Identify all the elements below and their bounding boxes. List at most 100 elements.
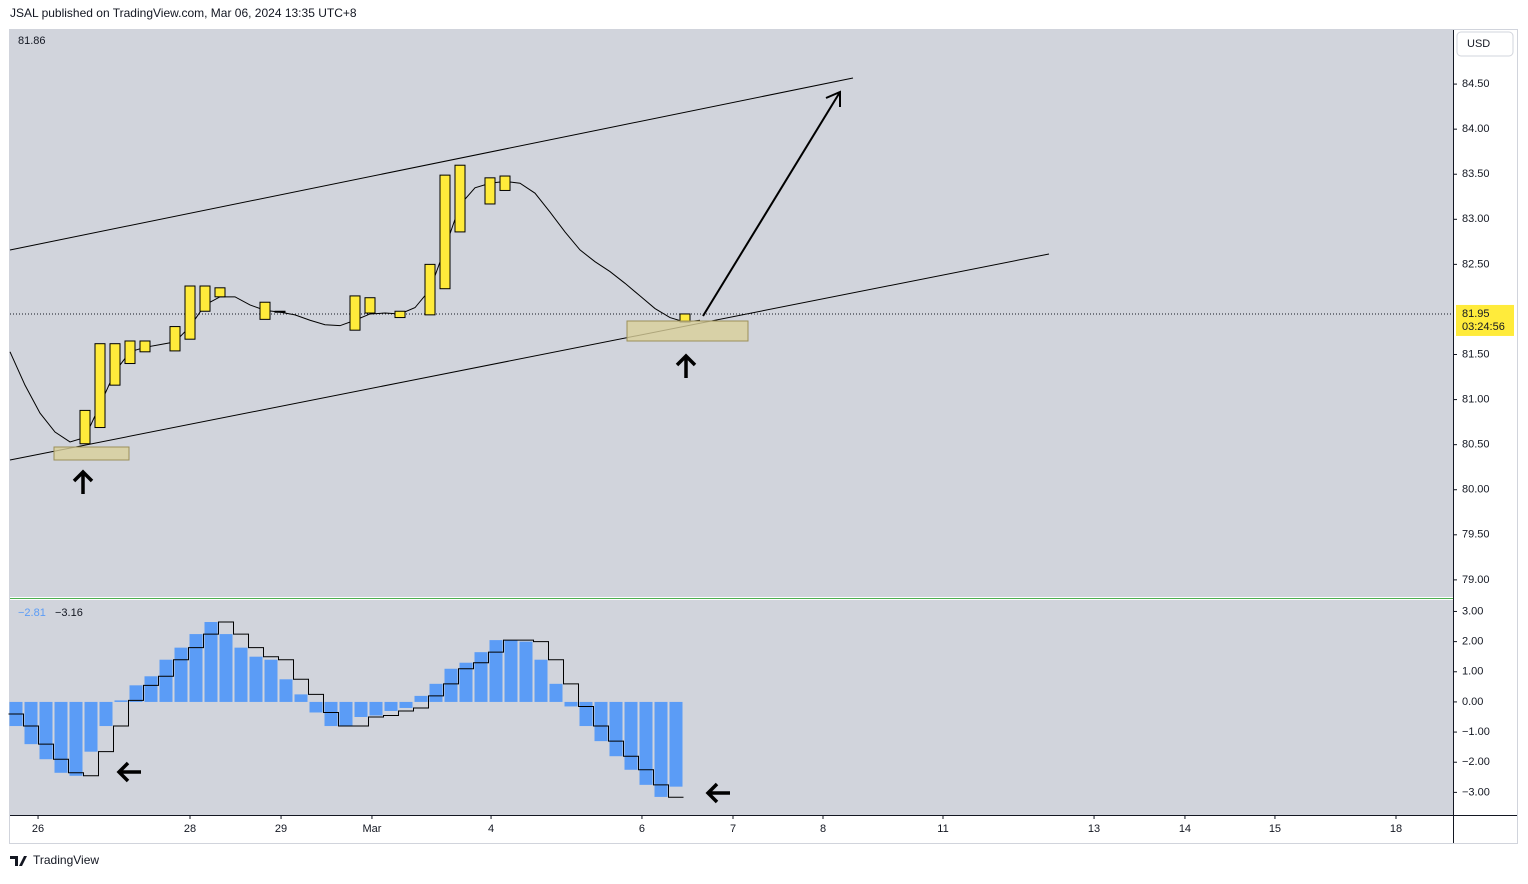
histogram-bar: [579, 701, 593, 727]
x-tick-label: 13: [1088, 823, 1100, 835]
histogram-bar: [294, 694, 308, 702]
histogram-bar: [594, 701, 608, 742]
histogram-bar: [564, 701, 578, 707]
histogram-bar: [549, 683, 563, 702]
x-tick-label: 7: [730, 823, 736, 835]
candle-body: [499, 175, 511, 191]
histogram-bar: [384, 701, 398, 711]
y-tick-label: 80.00: [1462, 484, 1490, 496]
histogram-bar: [39, 701, 53, 760]
candle-body: [454, 164, 466, 233]
x-tick-label: 15: [1269, 823, 1281, 835]
histogram-bar: [639, 701, 653, 785]
projection-arrow: [702, 91, 841, 317]
x-tick-label: 18: [1390, 823, 1402, 835]
series-layer: [8, 164, 1453, 798]
candle-body: [394, 310, 406, 319]
candle-body: [109, 343, 121, 386]
x-tick-label: 29: [275, 823, 287, 835]
histogram-bar: [279, 679, 293, 702]
candle-body: [94, 343, 106, 429]
candle-body: [139, 340, 151, 353]
histogram-bar: [669, 701, 683, 787]
y-tick-label: 0.00: [1462, 696, 1483, 708]
signal-value: −3.16: [55, 607, 83, 619]
currency-box[interactable]: [1456, 31, 1514, 57]
y-tick-label: 83.50: [1462, 168, 1490, 180]
candle-body: [199, 285, 211, 312]
x-tick-label: 8: [820, 823, 826, 835]
x-tick-label: 11: [937, 823, 948, 835]
candle-body: [439, 174, 451, 290]
y-tick-label: 79.00: [1462, 574, 1490, 586]
y-tick-label: 3.00: [1462, 605, 1483, 617]
histogram-bar: [129, 685, 143, 702]
histogram-bar: [624, 701, 638, 770]
hist-value: −2.81: [18, 607, 46, 619]
y-tick-label: 81.50: [1462, 348, 1490, 360]
y-tick-label: −2.00: [1462, 756, 1490, 768]
y-tick-label: 82.50: [1462, 258, 1490, 270]
x-tick-label: Mar: [362, 823, 381, 835]
histogram-bar: [249, 656, 263, 702]
candle-body: [214, 287, 226, 298]
candle-body: [274, 310, 286, 313]
histogram-bar: [159, 659, 173, 702]
x-tick-label: 4: [488, 823, 494, 835]
header: JSAL published on TradingView.com, Mar 0…: [10, 6, 357, 20]
x-tick-label: 6: [639, 823, 645, 835]
histogram-bar: [459, 662, 473, 702]
y-tick-label: 2.00: [1462, 636, 1483, 648]
y-tick-label: 84.00: [1462, 123, 1490, 135]
histogram-bar: [519, 641, 533, 702]
histogram-bar: [474, 652, 488, 702]
x-tick-label: 28: [184, 823, 196, 835]
histogram-bar: [234, 647, 248, 702]
histogram-bar: [189, 634, 203, 702]
last-value: 81.86: [18, 35, 46, 47]
candle-body: [124, 340, 136, 365]
y-tick-label: 80.50: [1462, 439, 1490, 451]
candle-body: [169, 326, 181, 352]
zone: [626, 320, 749, 342]
countdown: 03:24:56: [1462, 321, 1505, 333]
up-arrow: [675, 353, 697, 378]
histogram-bar: [204, 622, 218, 702]
logo: TradingView: [10, 853, 99, 867]
histogram-bar: [219, 634, 233, 702]
histogram-bar: [504, 640, 518, 702]
histogram-bar: [339, 701, 353, 727]
candle-body: [349, 295, 361, 331]
candle-body: [424, 263, 436, 316]
y-tick-label: −1.00: [1462, 726, 1490, 738]
histogram-bar: [24, 701, 38, 745]
arrow-head: [825, 90, 841, 107]
left-arrow: [116, 761, 141, 783]
histogram-bar: [84, 701, 98, 752]
candle-body: [184, 285, 196, 340]
histogram-bar: [324, 701, 338, 727]
signal-line: [8, 621, 684, 798]
left-arrow: [705, 782, 730, 804]
y-tick-label: 79.50: [1462, 529, 1490, 541]
candle-body: [259, 301, 271, 320]
x-tick-label: 14: [1179, 823, 1191, 835]
price-label: 81.95: [1462, 308, 1490, 320]
histogram-bar: [534, 659, 548, 702]
logo-mark: [10, 856, 27, 866]
histogram-bar: [399, 701, 413, 708]
histogram-bar: [99, 701, 113, 727]
candle-body: [484, 177, 496, 205]
footer: TradingView: [33, 853, 99, 867]
histogram-bar: [114, 700, 128, 702]
histogram-bar: [609, 701, 623, 757]
channel-bottom: [9, 253, 1050, 461]
histogram-bar: [54, 701, 68, 773]
histogram-bar: [489, 640, 503, 702]
histogram-bar: [264, 659, 278, 702]
histogram-bar: [444, 668, 458, 702]
y-tick-label: −3.00: [1462, 786, 1490, 798]
histogram-bar: [654, 701, 668, 797]
